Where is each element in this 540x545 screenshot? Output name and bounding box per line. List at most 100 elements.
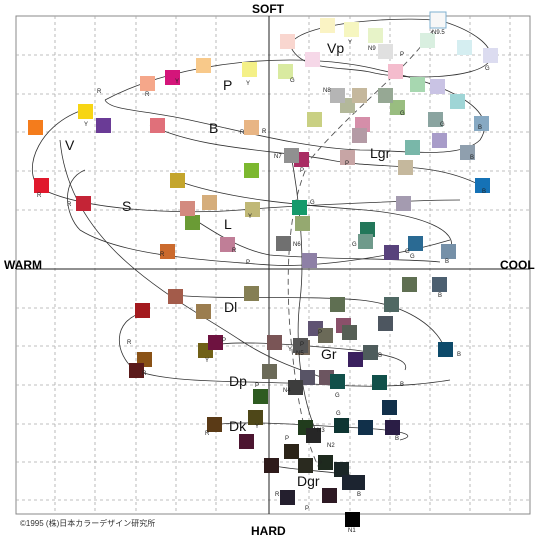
color-swatch [432, 277, 447, 292]
color-swatch [330, 374, 345, 389]
color-swatch [410, 77, 425, 92]
hue-label: B [445, 259, 449, 265]
hue-label: Y [246, 81, 250, 87]
color-swatch [352, 128, 367, 143]
hue-label: B [395, 436, 399, 442]
hue-label: R [127, 340, 132, 346]
tone-connector-curve [214, 342, 407, 371]
hue-label: Y [175, 79, 179, 85]
color-swatch [306, 428, 321, 443]
hue-label: G [400, 111, 405, 117]
color-swatch [384, 297, 399, 312]
color-swatch [248, 410, 263, 425]
copyright-notice: ©1995 (株)日本カラーデザイン研究所 [20, 519, 156, 528]
color-swatch [239, 434, 254, 449]
hue-label: P [345, 161, 349, 167]
tone-connector-curve [59, 139, 331, 381]
tone-connector-curve [174, 294, 446, 351]
color-swatch [280, 490, 295, 505]
color-swatch [457, 40, 472, 55]
color-swatch [96, 118, 111, 133]
color-swatch [432, 133, 447, 148]
color-swatch [342, 475, 357, 490]
color-swatch [378, 316, 393, 331]
hue-label: P [318, 330, 322, 336]
hue-label: R [145, 92, 150, 98]
hue-label: G [352, 242, 357, 248]
hue-label: N5 [296, 351, 304, 357]
hue-label: N4 [283, 388, 291, 394]
hue-label: Y [255, 424, 259, 430]
color-swatch [135, 303, 150, 318]
color-swatch [253, 389, 268, 404]
hue-label: G [485, 66, 490, 72]
color-swatch [483, 48, 498, 63]
hue-label: B [482, 189, 486, 195]
color-swatch [202, 195, 217, 210]
color-swatch [344, 22, 359, 37]
hue-label: R [262, 129, 267, 135]
color-swatch [302, 253, 317, 268]
color-swatch [170, 173, 185, 188]
hue-label: R [160, 252, 165, 258]
color-swatch [220, 237, 235, 252]
tone-connector-curve [209, 422, 409, 441]
hue-label: P [318, 461, 322, 467]
color-swatch [165, 70, 180, 85]
color-swatch [402, 277, 417, 292]
color-swatch [382, 400, 397, 415]
color-swatch [342, 325, 357, 340]
hue-label: R [232, 248, 237, 254]
hue-label: P [222, 338, 226, 344]
color-swatch [298, 458, 313, 473]
color-swatch [140, 76, 155, 91]
color-swatch [276, 236, 291, 251]
color-swatch [330, 297, 345, 312]
axis-label-cool: COOL [500, 258, 535, 272]
tone-connector-curve [179, 209, 441, 263]
color-swatch [180, 201, 195, 216]
tone-label-dgr: Dgr [297, 473, 320, 489]
color-swatch [405, 140, 420, 155]
tone-label-b: B [209, 120, 219, 136]
hue-label: G [335, 393, 340, 399]
color-swatch [330, 88, 345, 103]
color-swatch [372, 375, 387, 390]
neutral-axis-curve [287, 21, 438, 471]
tone-label-vp: Vp [327, 40, 345, 56]
color-swatch [280, 34, 295, 49]
hue-label: G [290, 78, 295, 84]
color-swatch [295, 216, 310, 231]
color-swatch [76, 196, 91, 211]
color-swatch [384, 245, 399, 260]
color-swatch [358, 234, 373, 249]
hue-label: B [400, 382, 404, 388]
tone-label-dl: Dl [224, 299, 238, 315]
hue-label: B [357, 492, 361, 498]
hue-label: Y [288, 347, 292, 353]
color-swatch [385, 420, 400, 435]
color-swatch [388, 64, 403, 79]
tone-connector-curve [118, 311, 451, 387]
color-swatch [429, 11, 447, 29]
tone-connector-curve [104, 59, 485, 153]
color-swatch [320, 18, 335, 33]
color-swatch [34, 178, 49, 193]
tone-label-dp: Dp [229, 373, 247, 389]
hue-label: R [205, 431, 210, 437]
color-swatch [208, 335, 223, 350]
hue-label: P [246, 260, 250, 266]
color-swatch [129, 363, 144, 378]
hue-label: Y [348, 40, 352, 46]
color-swatch [292, 200, 307, 215]
tone-label-p: P [223, 77, 233, 93]
plot-frame [15, 15, 531, 515]
color-swatch [28, 120, 43, 135]
color-swatch [428, 112, 443, 127]
hue-label: P [300, 342, 304, 348]
color-swatch [475, 178, 490, 193]
hue-label: N9 [368, 46, 376, 52]
color-swatch [352, 88, 367, 103]
hue-label: R [97, 89, 102, 95]
